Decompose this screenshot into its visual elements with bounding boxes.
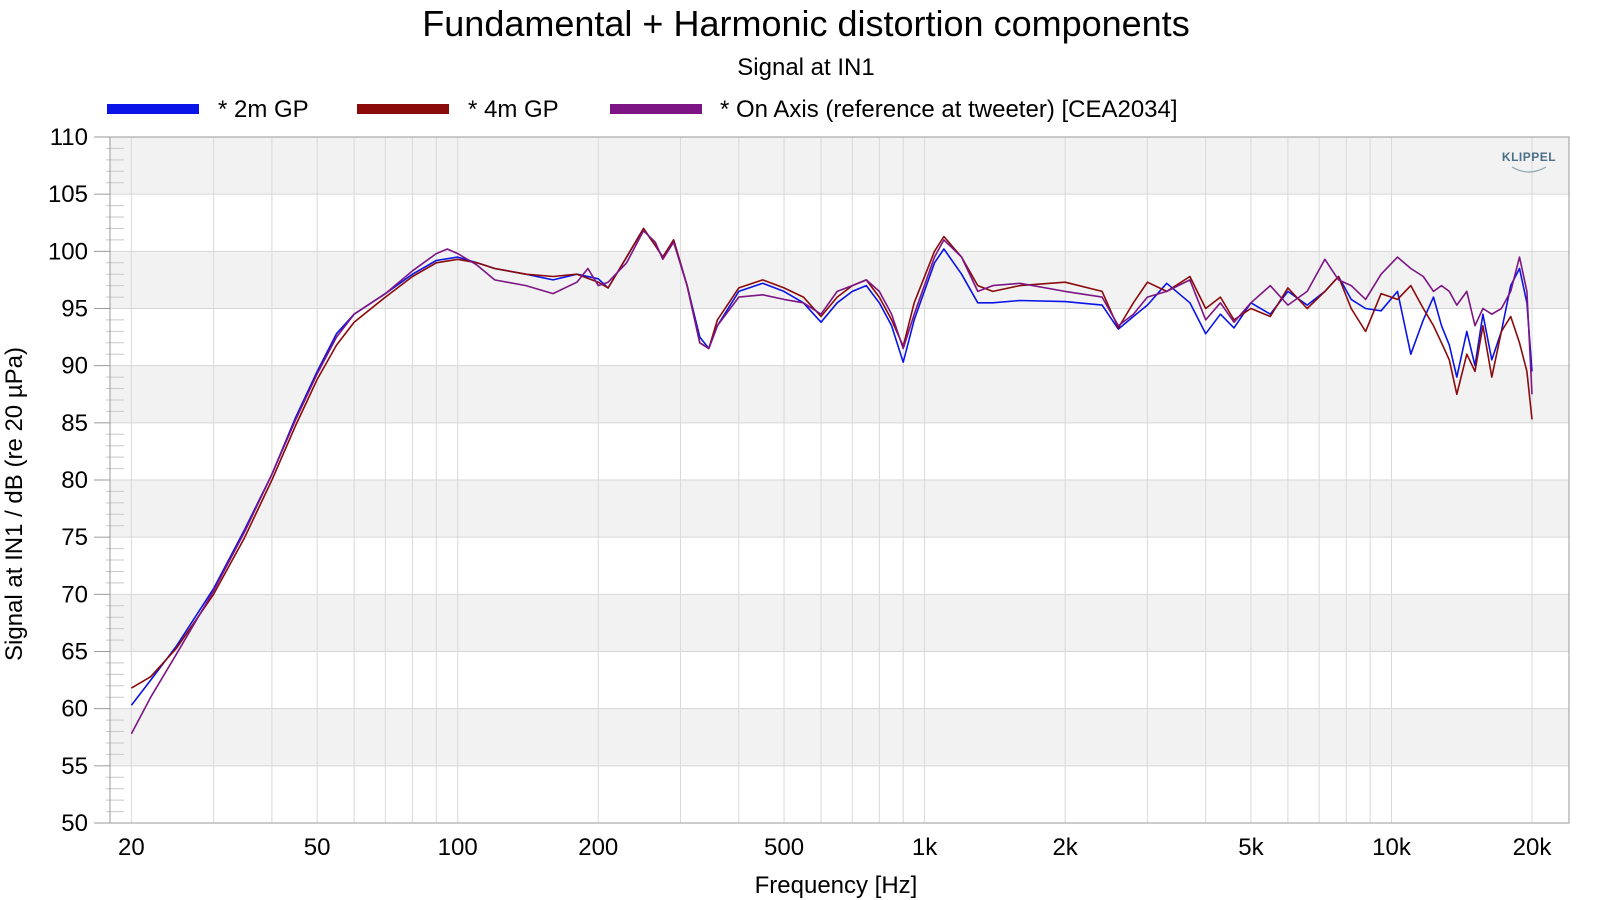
- x-tick-label: 20k: [1513, 834, 1553, 861]
- series-group: [130, 227, 1533, 735]
- background-band: [110, 765, 1569, 823]
- x-tick-label: 500: [764, 834, 804, 861]
- y-tick-labels: 50 55 60 65 70 75 80 85 90 95 100 105 110: [48, 124, 110, 837]
- y-tick-label: 100: [48, 238, 88, 265]
- klippel-logo-swoosh: [1511, 166, 1547, 173]
- y-tick-label: 75: [61, 524, 88, 551]
- x-tick-labels: 20 50 100 200 500 1k 2k 5k 10k 20k: [118, 834, 1552, 861]
- x-tick-label: 2k: [1052, 834, 1078, 861]
- legend-entry-4m-gp: * 4m GP: [357, 96, 559, 123]
- background-band: [110, 480, 1569, 538]
- y-tick-label: 70: [61, 581, 88, 608]
- y-tick-label: 50: [61, 810, 88, 837]
- y-tick-label: 95: [61, 296, 88, 323]
- y-tick-label: 55: [61, 753, 88, 780]
- y-tick-label: 60: [61, 696, 88, 723]
- background-band: [110, 308, 1569, 366]
- y-tick-label: 65: [61, 639, 88, 666]
- legend-swatch-4m-gp: [357, 104, 449, 114]
- minor-tick-marks: [106, 147, 124, 813]
- legend-swatch-2m-gp: [107, 104, 199, 114]
- background-band: [110, 365, 1569, 423]
- y-tick-label: 110: [50, 124, 88, 151]
- legend-entry-2m-gp: * 2m GP: [107, 96, 309, 123]
- chart-title: Fundamental + Harmonic distortion compon…: [422, 3, 1189, 44]
- background-band: [110, 251, 1569, 309]
- x-tick-label: 50: [304, 834, 331, 861]
- background-bands: [110, 137, 1569, 823]
- legend-entry-on-axis: * On Axis (reference at tweeter) [CEA203…: [610, 96, 1178, 123]
- x-axis-label: Frequency [Hz]: [755, 872, 918, 899]
- background-band: [110, 651, 1569, 709]
- y-tick-label: 80: [61, 467, 88, 494]
- x-tick-label: 20: [118, 834, 145, 861]
- klippel-logo: KLIPPEL: [1502, 150, 1556, 173]
- gridlines: [110, 136, 1569, 824]
- series-line-2: [130, 230, 1533, 735]
- y-tick-label: 90: [61, 353, 88, 380]
- background-band: [110, 137, 1569, 195]
- background-band: [110, 194, 1569, 252]
- x-tick-label: 10k: [1372, 834, 1412, 861]
- y-tick-label: 85: [61, 410, 88, 437]
- klippel-watermark: KLIPPEL: [1502, 150, 1556, 164]
- background-band: [110, 537, 1569, 595]
- background-band: [110, 422, 1569, 480]
- x-tick-label: 100: [438, 834, 478, 861]
- legend-swatch-on-axis: [610, 104, 702, 114]
- x-tick-label: 200: [578, 834, 618, 861]
- legend-label-4m-gp: * 4m GP: [468, 96, 559, 123]
- x-tick-label: 5k: [1238, 834, 1264, 861]
- background-band: [110, 594, 1569, 652]
- y-axis-label: Signal at IN1 / dB (re 20 µPa): [1, 347, 28, 661]
- y-tick-label: 105: [48, 181, 88, 208]
- legend-label-on-axis: * On Axis (reference at tweeter) [CEA203…: [720, 96, 1178, 123]
- legend: * 2m GP * 4m GP * On Axis (reference at …: [107, 96, 1178, 123]
- chart-subtitle: Signal at IN1: [737, 54, 874, 81]
- background-band: [110, 708, 1569, 766]
- legend-label-2m-gp: * 2m GP: [218, 96, 309, 123]
- x-tick-label: 1k: [912, 834, 938, 861]
